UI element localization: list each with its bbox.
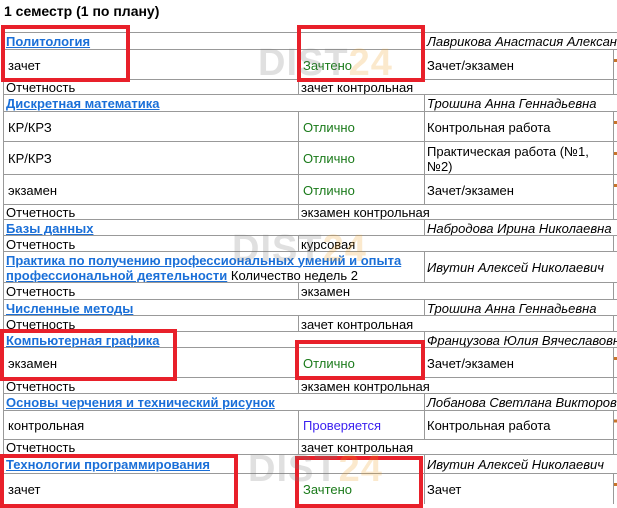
status-marker [613,316,617,332]
status-marker [613,112,617,142]
subject-cell: Базы данных [3,220,424,236]
subject-row: Политология Лаврикова Анастасия Александр… [3,32,617,50]
report-row: Отчетность экзамен контрольная [3,377,617,394]
grade-result: Проверяется [298,411,424,440]
subject-row: Численные методы Трошина Анна Геннадьевна [3,299,617,316]
report-label: Отчетность [3,316,298,332]
subject-cell: Основы черчения и технический рисунок [3,394,424,411]
assessment-form: Контрольная работа [424,411,613,440]
report-row: Отчетность зачет контрольная [3,315,617,332]
subject-link[interactable]: Компьютерная графика [6,332,160,348]
report-row: Отчетность зачет контрольная [3,79,617,95]
teacher-name: Лаврикова Анастасия Александровна [424,33,617,50]
grade-result: Зачтено [298,50,424,80]
report-value: экзамен контрольная [298,205,613,220]
subject-link[interactable]: Практика по получению профессиональных у… [6,252,402,283]
subject-cell: Численные методы [3,300,424,316]
status-marker [613,50,617,80]
control-kind: КР/КРЗ [3,112,298,142]
teacher-name: Французова Юлия Вячеславовна [424,332,617,348]
report-value: зачет контрольная [298,440,613,455]
subject-cell: Практика по получению профессиональных у… [3,252,424,283]
report-value: экзамен контрольная [298,378,613,394]
subject-cell: Политология [3,33,424,50]
report-label: Отчетность [3,205,298,220]
status-marker [613,142,617,175]
status-marker [613,80,617,95]
grade-row: экзамен Отлично Зачет/экзамен [3,347,617,378]
grade-result: Отлично [298,112,424,142]
assessment-form: Зачет [424,474,613,504]
teacher-name: Трошина Анна Геннадьевна [424,95,617,112]
weeks-count: Количество недель 2 [230,267,359,283]
subject-row: Дискретная математика Трошина Анна Геннад… [3,94,617,112]
grade-result: Отлично [298,348,424,378]
control-kind: КР/КРЗ [3,142,298,175]
teacher-name: Трошина Анна Геннадьевна [424,300,617,316]
report-row: Отчетность курсовая [3,235,617,252]
subject-link[interactable]: Технологии программирования [6,457,210,472]
grade-row: зачет Зачтено Зачет/экзамен [3,49,617,80]
report-value: экзамен [298,283,613,300]
subject-cell: Компьютерная графика [3,332,424,348]
grade-row: КР/КРЗ Отлично Практическая работа (№1, №2… [3,141,617,175]
control-kind: контрольная [3,411,298,440]
status-marker [613,440,617,455]
status-marker [613,236,617,252]
report-label: Отчетность [3,440,298,455]
subject-row: Технологии программирования Ивутин Алексе… [3,454,617,474]
status-marker [613,283,617,300]
control-kind: экзамен [3,348,298,378]
control-kind: экзамен [3,175,298,205]
subject-link[interactable]: Дискретная математика [6,96,160,111]
assessment-form: Практическая работа (№1, №2) [424,142,613,175]
teacher-name: Лобанова Светлана Викторовна [424,394,617,411]
grade-row: зачет Зачтено Зачет [3,473,617,504]
status-marker [613,378,617,394]
status-marker [613,411,617,440]
grade-result: Зачтено [298,474,424,504]
report-row: Отчетность экзамен [3,282,617,300]
status-marker [613,348,617,378]
grade-row: КР/КРЗ Отлично Контрольная работа [3,111,617,142]
report-label: Отчетность [3,378,298,394]
grade-row: контрольная Проверяется Контрольная работа [3,410,617,440]
subject-link[interactable]: Базы данных [6,220,94,236]
assessment-form: Зачет/экзамен [424,50,613,80]
subject-link[interactable]: Основы черчения и технический рисунок [6,395,275,410]
subject-cell: Технологии программирования [3,455,424,474]
semester-title: 1 семестр (1 по плану) [4,3,160,19]
subject-link[interactable]: Численные методы [6,300,134,316]
status-marker [613,205,617,220]
assessment-form: Зачет/экзамен [424,175,613,205]
report-value: зачет контрольная [298,80,613,95]
status-marker [613,474,617,504]
subject-cell: Дискретная математика [3,95,424,112]
report-label: Отчетность [3,80,298,95]
grade-row: экзамен Отлично Зачет/экзамен [3,174,617,205]
subject-row: Компьютерная графика Французова Юлия Вяче… [3,331,617,348]
subject-row: Практика по получению профессиональных у… [3,251,617,283]
grade-result: Отлично [298,142,424,175]
assessment-form: Зачет/экзамен [424,348,613,378]
report-label: Отчетность [3,236,298,252]
report-row: Отчетность зачет контрольная [3,439,617,455]
report-label: Отчетность [3,283,298,300]
report-value: зачет контрольная [298,316,613,332]
subject-row: Основы черчения и технический рисунок Лоб… [3,393,617,411]
teacher-name: Ивутин Алексей Николаевич [424,455,617,474]
report-row: Отчетность экзамен контрольная [3,204,617,220]
subject-link[interactable]: Политология [6,34,91,49]
report-value: курсовая [298,236,613,252]
grade-result: Отлично [298,175,424,205]
status-marker [613,175,617,205]
teacher-name: Набродова Ирина Николаевна [424,220,617,236]
control-kind: зачет [3,474,298,504]
teacher-name: Ивутин Алексей Николаевич [424,252,617,283]
control-kind: зачет [3,50,298,80]
assessment-form: Контрольная работа [424,112,613,142]
subject-row: Базы данных Набродова Ирина Николаевна [3,219,617,236]
